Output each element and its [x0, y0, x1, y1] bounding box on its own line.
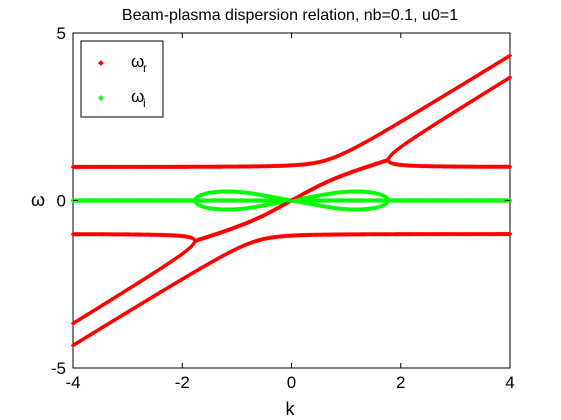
- y-tick-label: -5: [51, 359, 66, 378]
- chart-title: Beam-plasma dispersion relation, nb=0.1,…: [122, 7, 458, 24]
- legend-subscript-omega-r: r: [143, 61, 147, 75]
- x-tick-label: 4: [505, 373, 514, 392]
- y-axis-label: ω: [31, 190, 45, 210]
- x-tick-label: -2: [175, 373, 190, 392]
- data-marks: [70, 53, 513, 348]
- legend: ω r ω i: [80, 40, 164, 118]
- x-tick-label: 0: [287, 373, 296, 392]
- legend-box: [80, 40, 164, 118]
- y-tick-label: 0: [57, 192, 66, 211]
- axis-ticks: -4 -2 0 2 4 -5 0 5: [51, 24, 515, 392]
- legend-label-omega-i: ω: [131, 87, 144, 106]
- legend-item-omega-i: ω i: [98, 87, 146, 110]
- x-axis-label: k: [286, 399, 296, 419]
- x-tick-label: -4: [65, 373, 80, 392]
- x-tick-label: 2: [396, 373, 405, 392]
- legend-subscript-omega-i: i: [143, 96, 146, 110]
- legend-marker-omega-i: [98, 95, 104, 101]
- y-tick-label: 5: [57, 24, 66, 43]
- legend-item-omega-r: ω r: [98, 52, 147, 75]
- legend-label-omega-r: ω: [131, 52, 144, 71]
